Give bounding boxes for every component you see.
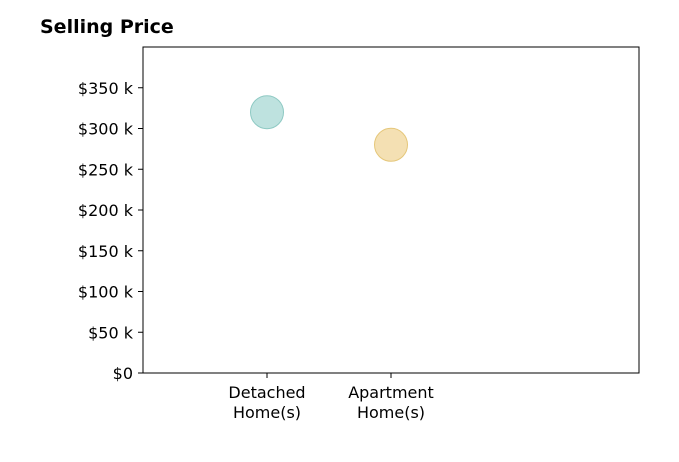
x-tick-label-line: Detached — [228, 383, 305, 402]
data-points — [250, 95, 408, 162]
y-tick-label: $50 k — [88, 323, 134, 342]
y-tick-label: $150 k — [78, 242, 134, 261]
chart-title: Selling Price — [40, 16, 174, 38]
y-tick-label: $200 k — [78, 201, 134, 220]
plot-frame — [142, 46, 640, 374]
y-tick-label: $250 k — [78, 160, 134, 179]
data-point — [374, 127, 408, 162]
y-tick-label: $350 k — [78, 79, 134, 98]
y-tick-label: $300 k — [78, 120, 134, 139]
x-tick-label: Apartment Home(s) — [348, 383, 434, 422]
x-tick-label: Detached Home(s) — [228, 383, 305, 422]
x-tick-label-line: Home(s) — [233, 403, 301, 422]
y-tick-label: $0 — [113, 364, 133, 383]
y-tick-label: $100 k — [78, 283, 134, 302]
x-axis: Detached Home(s)Apartment Home(s) — [228, 373, 434, 422]
x-tick-label-line: Home(s) — [357, 403, 425, 422]
y-axis: $0 $50 k $100 k $150 k $200 k $250 k $300 k $35… — [78, 79, 143, 383]
data-point — [250, 95, 284, 130]
x-tick-label-line: Apartment — [348, 383, 434, 402]
